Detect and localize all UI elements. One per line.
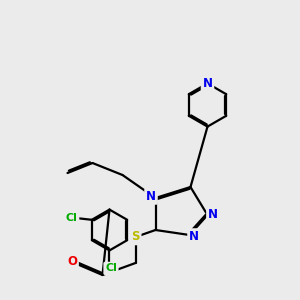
- Text: O: O: [67, 255, 77, 268]
- Text: Cl: Cl: [105, 263, 117, 273]
- Text: N: N: [202, 77, 212, 90]
- Text: N: N: [146, 190, 156, 203]
- Text: Cl: Cl: [66, 213, 78, 223]
- Text: N: N: [189, 230, 199, 243]
- Text: N: N: [208, 208, 218, 221]
- Text: S: S: [131, 230, 140, 244]
